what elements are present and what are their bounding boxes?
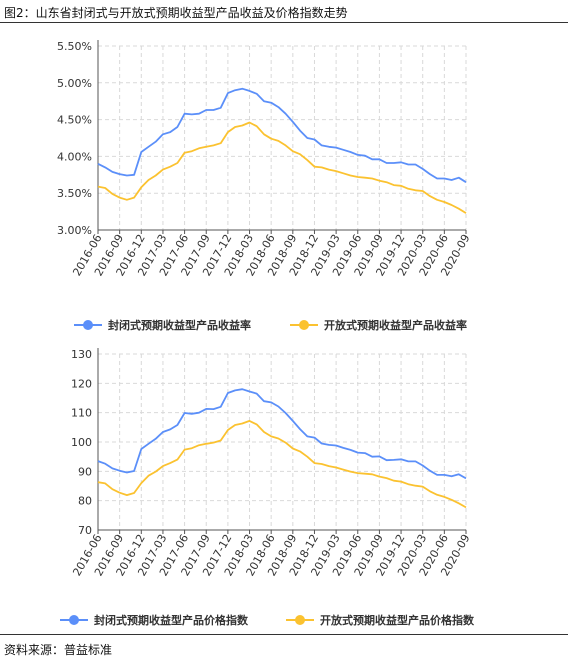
yield-line-chart: 3.00%3.50%4.00%4.50%5.00%5.50%2016-06201… [57,40,473,332]
index-y-tick-label: 90 [78,465,92,478]
index-y-tick-label: 120 [71,377,92,390]
source-note: 资料来源：普益标准 [4,643,113,657]
index-series-line-closed [97,388,467,480]
yield-legend-marker [299,320,309,330]
yield-series-line-closed [97,87,467,183]
yield-y-tick-label: 4.50% [57,114,92,127]
yield-series-line-open [97,121,467,214]
index-legend-marker [69,615,79,625]
top-rule [0,22,568,23]
yield-y-tick-label: 5.00% [57,77,92,90]
index-legend-label[interactable]: 开放式预期收益型产品价格指数 [320,613,475,627]
figure-title: 图2：山东省封闭式与开放式预期收益型产品收益及价格指数走势 [4,6,348,20]
index-legend-marker [295,615,305,625]
yield-y-tick-label: 5.50% [57,40,92,53]
index-series-line-open [97,419,467,509]
yield-legend-label[interactable]: 开放式预期收益型产品收益率 [324,318,467,332]
yield-y-tick-label: 4.00% [57,150,92,163]
yield-legend-label[interactable]: 封闭式预期收益型产品收益率 [108,318,251,332]
index-y-tick-label: 110 [71,407,92,420]
index-legend-label[interactable]: 封闭式预期收益型产品价格指数 [94,613,249,627]
bottom-rule [0,634,568,635]
index-y-tick-label: 70 [78,524,92,537]
yield-y-tick-label: 3.50% [57,187,92,200]
index-y-tick-label: 80 [78,495,92,508]
index-y-tick-label: 100 [71,436,92,449]
index-y-tick-label: 130 [71,348,92,361]
yield-legend-marker [83,320,93,330]
yield-y-tick-label: 3.00% [57,224,92,237]
